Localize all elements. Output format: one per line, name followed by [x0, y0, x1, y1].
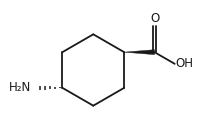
Polygon shape — [124, 50, 155, 55]
Text: H₂N: H₂N — [9, 81, 31, 94]
Text: O: O — [150, 12, 159, 25]
Text: OH: OH — [175, 57, 193, 70]
